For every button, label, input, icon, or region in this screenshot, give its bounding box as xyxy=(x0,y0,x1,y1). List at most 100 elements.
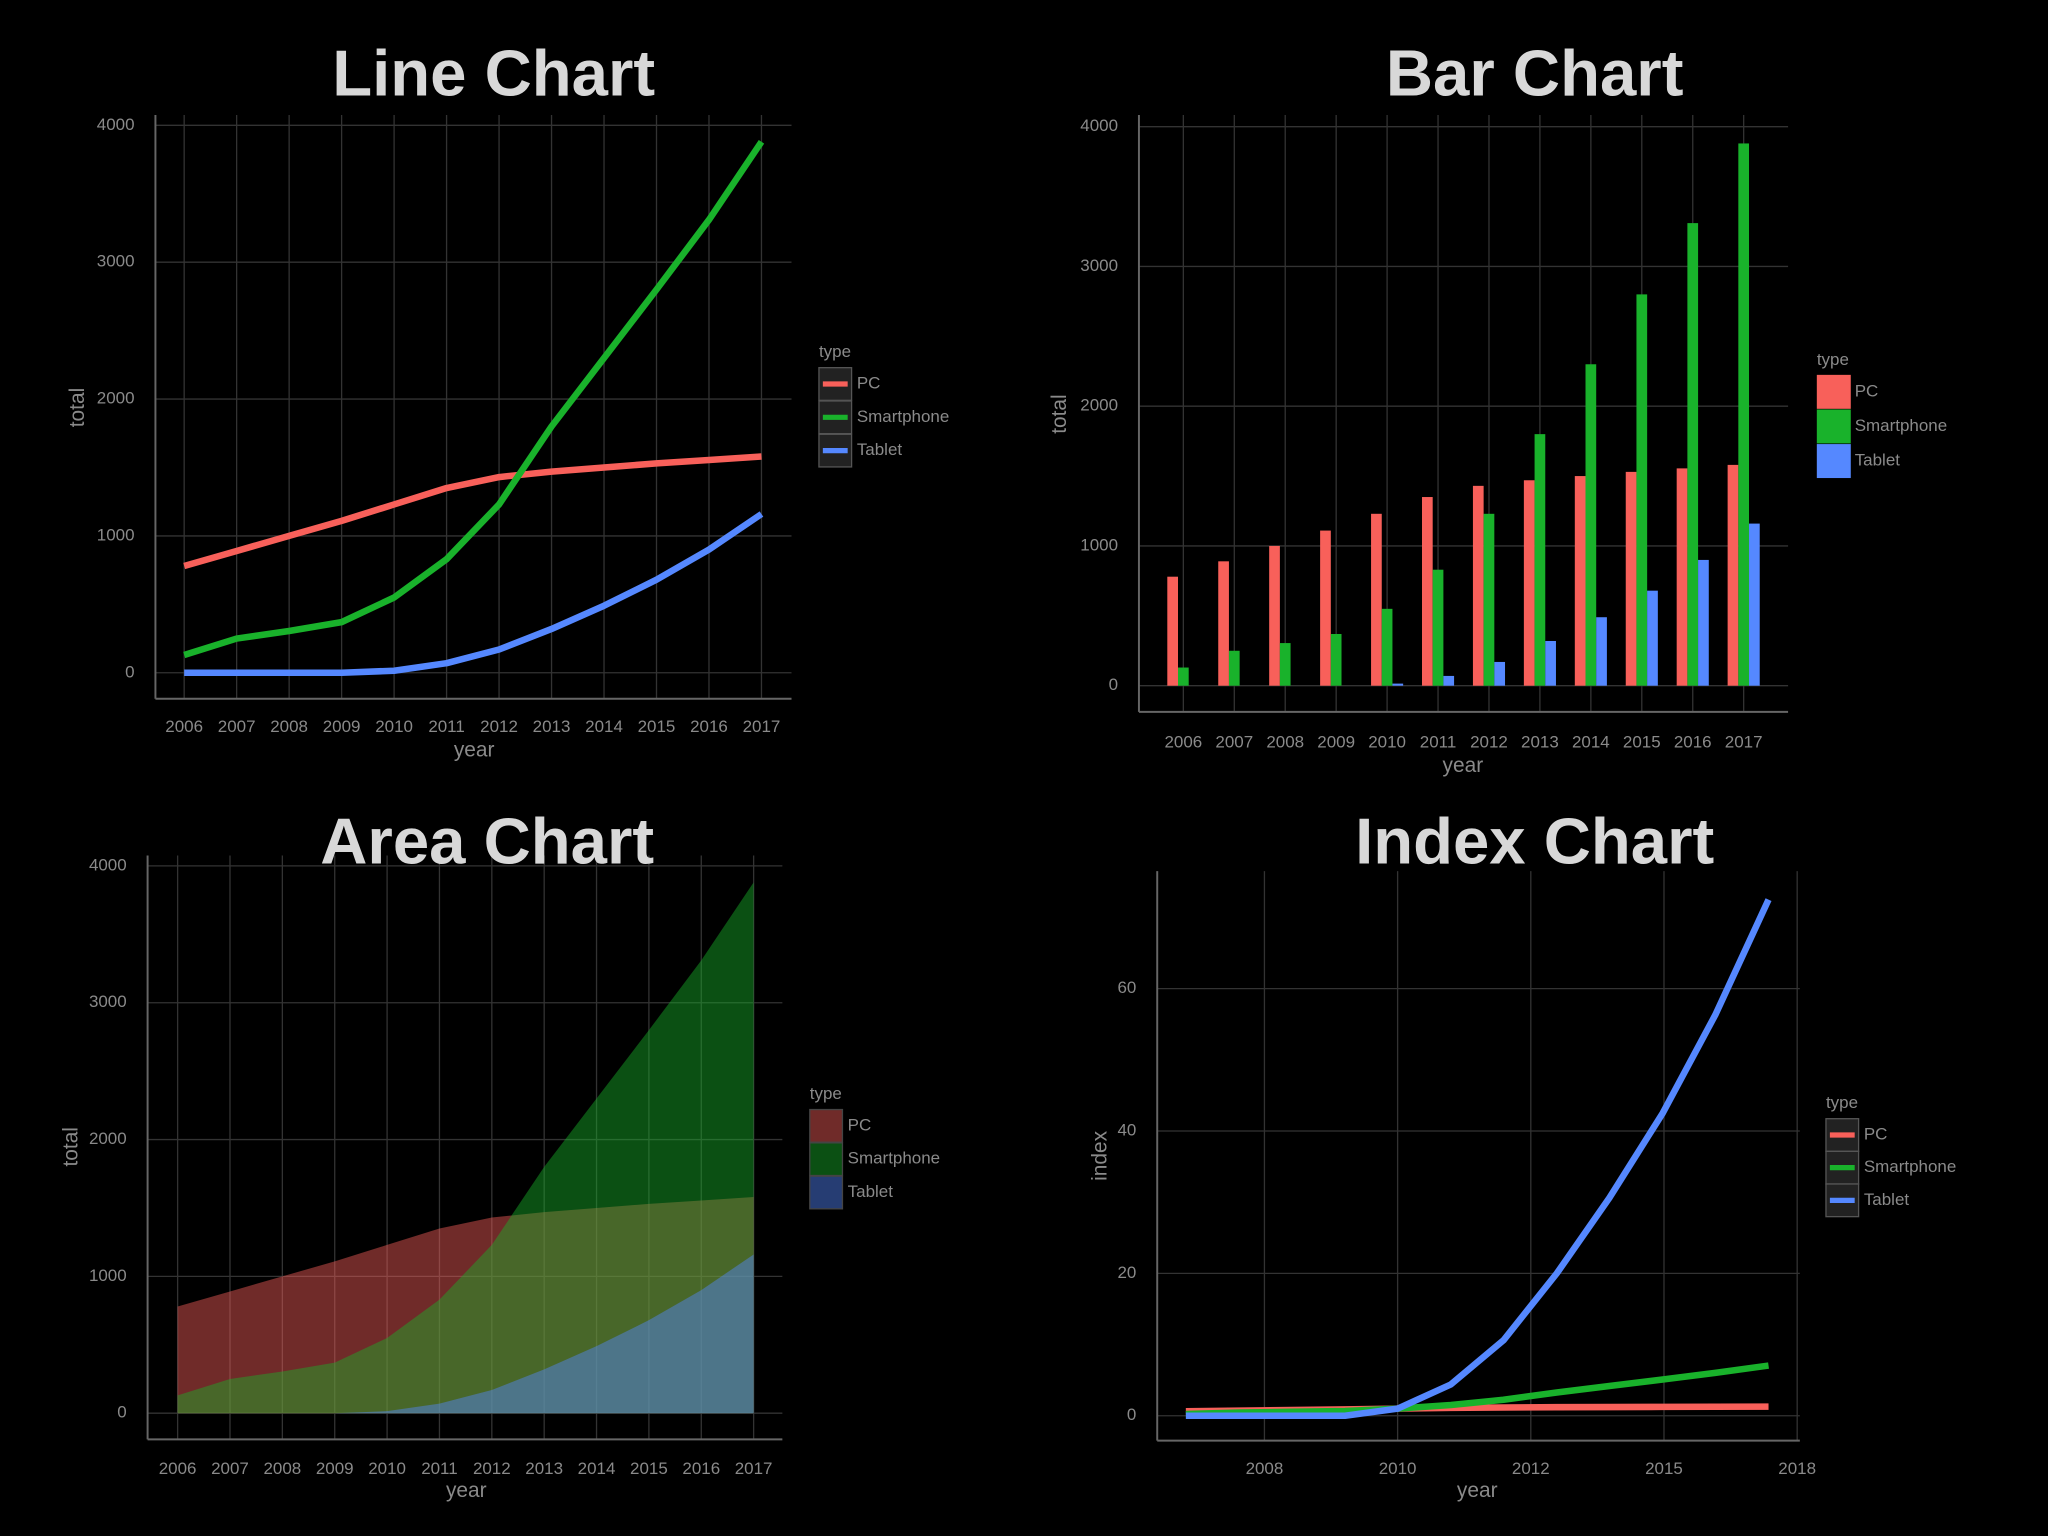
line xyxy=(184,511,764,677)
x-tick-label: 2012 xyxy=(1512,1459,1550,1478)
bar xyxy=(1443,675,1455,686)
bar xyxy=(1228,650,1240,686)
y-tick-label: 3000 xyxy=(89,992,127,1011)
bar xyxy=(1269,545,1280,686)
x-tick-label: 2012 xyxy=(473,1459,511,1478)
x-tick-label: 2007 xyxy=(1215,733,1253,752)
y-tick-label: 20 xyxy=(1117,1263,1136,1282)
bar xyxy=(1574,476,1586,686)
bar xyxy=(1432,569,1444,686)
x-tick-label: 2017 xyxy=(735,1459,773,1478)
x-tick-label: 2010 xyxy=(1379,1459,1417,1478)
y-axis-title: index xyxy=(1089,1130,1112,1180)
area xyxy=(177,1254,754,1414)
legend-label: Tablet xyxy=(1864,1190,1910,1209)
legend-key xyxy=(1816,444,1851,479)
bar xyxy=(1585,364,1597,686)
bar xyxy=(1676,468,1688,686)
bar xyxy=(1687,223,1699,686)
y-tick-label: 1000 xyxy=(89,1266,127,1285)
y-tick-label: 0 xyxy=(1109,675,1118,694)
bar xyxy=(1472,485,1484,686)
bar xyxy=(1483,513,1495,686)
legend-title: type xyxy=(819,342,851,361)
x-tick-label: 2011 xyxy=(428,717,465,736)
legend-key xyxy=(809,1108,844,1143)
x-tick-label: 2017 xyxy=(1725,733,1763,752)
legend-label: Smartphone xyxy=(857,407,949,426)
bar xyxy=(1698,559,1709,686)
bar xyxy=(1167,576,1178,686)
x-tick-label: 2008 xyxy=(1246,1459,1284,1478)
x-tick-label: 2009 xyxy=(316,1459,354,1478)
x-tick-label: 2012 xyxy=(480,717,518,736)
y-tick-label: 40 xyxy=(1117,1120,1136,1139)
y-tick-label: 4000 xyxy=(1080,116,1118,135)
bar xyxy=(1218,561,1229,686)
x-tick-label: 2006 xyxy=(1164,733,1202,752)
legend-title: type xyxy=(1817,350,1849,369)
x-tick-label: 2011 xyxy=(421,1459,458,1478)
bar xyxy=(1738,143,1750,686)
x-axis-title: year xyxy=(1457,1479,1498,1502)
x-tick-label: 2010 xyxy=(1368,733,1406,752)
y-tick-label: 3000 xyxy=(1080,256,1118,275)
line xyxy=(1185,898,1772,1420)
x-tick-label: 2006 xyxy=(159,1459,197,1478)
legend-key xyxy=(1816,409,1851,444)
legend-title: type xyxy=(810,1084,842,1103)
bar xyxy=(1494,661,1506,686)
bar xyxy=(1534,434,1546,686)
x-tick-label: 2007 xyxy=(211,1459,249,1478)
legend-key xyxy=(809,1175,844,1210)
bar xyxy=(1545,640,1556,686)
y-tick-label: 1000 xyxy=(1080,535,1118,554)
chart-title: Line Chart xyxy=(332,37,655,110)
x-tick-label: 2009 xyxy=(1317,733,1355,752)
legend-label: Tablet xyxy=(857,440,903,459)
x-tick-label: 2008 xyxy=(1266,733,1304,752)
legend-key xyxy=(809,1142,844,1177)
legend-key xyxy=(1816,374,1851,409)
x-axis-title: year xyxy=(454,739,495,762)
bar xyxy=(1596,617,1607,686)
bar xyxy=(1330,633,1342,686)
x-tick-label: 2010 xyxy=(375,717,413,736)
x-tick-label: 2014 xyxy=(585,717,623,736)
x-tick-label: 2018 xyxy=(1778,1459,1816,1478)
legend-label: PC xyxy=(857,373,881,392)
legend-label: Smartphone xyxy=(1864,1157,1956,1176)
x-tick-label: 2015 xyxy=(630,1459,668,1478)
bar xyxy=(1727,464,1739,686)
x-tick-label: 2008 xyxy=(270,717,308,736)
bar xyxy=(1392,683,1404,686)
x-axis-title: year xyxy=(1443,754,1484,777)
x-tick-label: 2016 xyxy=(1674,733,1712,752)
bar xyxy=(1625,471,1637,686)
x-tick-label: 2013 xyxy=(1521,733,1559,752)
x-tick-label: 2016 xyxy=(690,717,728,736)
y-tick-label: 0 xyxy=(117,1403,126,1422)
x-tick-label: 2009 xyxy=(323,717,361,736)
bar xyxy=(1279,643,1291,686)
legend-label: PC xyxy=(1864,1125,1888,1144)
area xyxy=(177,1197,754,1414)
y-axis-title: total xyxy=(1048,394,1071,433)
legend-label: PC xyxy=(848,1115,872,1134)
bar xyxy=(1371,513,1382,686)
y-axis-title: total xyxy=(66,388,89,427)
y-tick-label: 3000 xyxy=(97,252,135,271)
bar xyxy=(1177,667,1189,686)
x-tick-label: 2014 xyxy=(1572,733,1610,752)
x-tick-label: 2007 xyxy=(218,717,256,736)
bar xyxy=(1523,480,1535,686)
bar xyxy=(1749,523,1760,686)
x-tick-label: 2012 xyxy=(1470,733,1508,752)
y-tick-label: 4000 xyxy=(89,855,127,874)
y-tick-label: 2000 xyxy=(1080,396,1118,415)
legend-label: Smartphone xyxy=(848,1149,940,1168)
x-axis-title: year xyxy=(446,1479,487,1502)
y-tick-label: 2000 xyxy=(89,1129,127,1148)
